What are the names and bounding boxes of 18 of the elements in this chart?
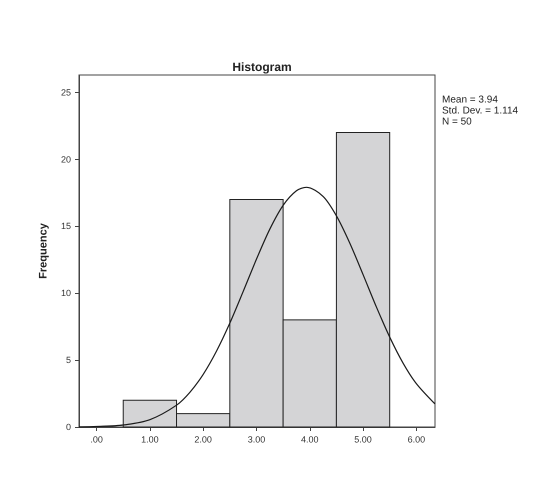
y-tick-label: 10 [60,288,71,298]
x-tick-label: 6.00 [408,434,426,444]
y-tick-label: 15 [60,221,71,232]
y-axis-title: Frequency [38,222,50,279]
x-tick-label: 2.00 [194,434,212,444]
chart-title: Histogram [232,60,292,74]
y-tick-label: 20 [60,154,71,164]
x-tick-label: 3.00 [248,434,266,444]
y-tick-label: 0 [66,422,71,432]
y-tick-label: 5 [66,355,71,366]
y-tick-label: 25 [60,87,71,98]
text: Mean = 3.94 [442,94,498,106]
x-tick-label: 5.00 [354,434,372,444]
text: N = 50 [442,116,472,128]
x-tick-label: .00 [90,434,103,444]
x-tick-label: 1.00 [141,434,159,444]
x-tick-label: 4.00 [300,434,319,444]
text: Std. Dev. = 1.114 [442,106,519,116]
